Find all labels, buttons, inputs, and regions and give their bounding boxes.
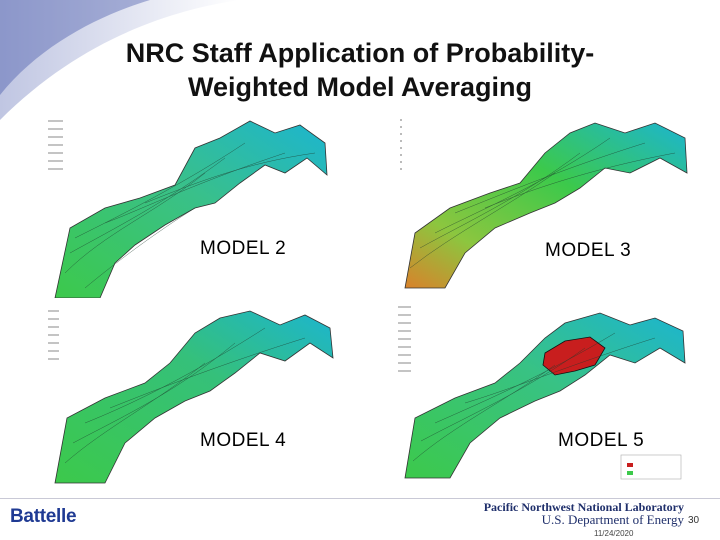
model-4-label: MODEL 4: [200, 430, 287, 451]
model-5-label: MODEL 5: [558, 430, 645, 451]
legend-ticks: [398, 306, 411, 372]
model-3-label: MODEL 3: [545, 240, 632, 261]
model-4-contour-map: [48, 310, 334, 484]
model-5-map-panel: MODEL 5: [395, 303, 690, 488]
legend-box: [620, 454, 682, 480]
model-3-contour-map: [400, 119, 688, 289]
pnnl-logo-line2: U.S. Department of Energy: [541, 512, 684, 527]
pnnl-logo-line1: Pacific Northwest National Laboratory: [483, 500, 684, 514]
model-2-map-panel: MODEL 2: [45, 113, 340, 298]
corner-swoosh-decoration: [0, 0, 240, 120]
model-2-contour-map: [47, 117, 328, 298]
model-3-map-panel: MODEL 3: [395, 113, 690, 298]
slide-date: 11/24/2020: [594, 529, 634, 538]
model-2-label: MODEL 2: [200, 238, 287, 259]
page-number: 30: [688, 515, 700, 526]
footer-divider: [0, 498, 720, 499]
slide-title-line1: NRC Staff Application of Probability-: [125, 38, 595, 68]
slide-title-line2: Weighted Model Averaging: [187, 72, 533, 102]
battelle-logo: Battelle: [10, 506, 77, 527]
legend-ticks: [48, 310, 59, 360]
slide-title: NRC Staff Application of Probability- We…: [80, 36, 640, 104]
model-4-map-panel: MODEL 4: [45, 303, 340, 488]
model-5-contour-map: [398, 306, 686, 480]
legend-ticks: [47, 117, 67, 177]
